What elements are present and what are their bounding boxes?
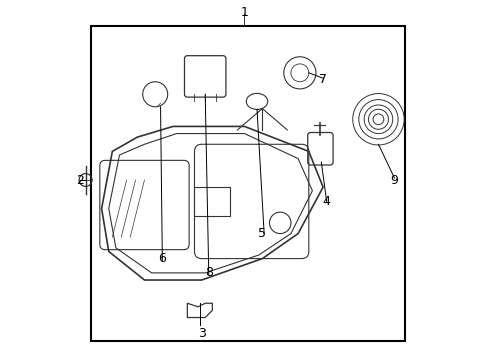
Bar: [91, 26, 405, 341]
Text: 5: 5: [258, 227, 266, 240]
Text: 2: 2: [76, 174, 84, 186]
Text: 6: 6: [158, 252, 166, 265]
Text: 4: 4: [322, 195, 330, 208]
Text: 1: 1: [240, 6, 248, 19]
Bar: [194, 187, 230, 216]
Text: 7: 7: [319, 73, 326, 86]
Text: 3: 3: [197, 327, 205, 340]
Text: 9: 9: [390, 174, 398, 186]
Text: 8: 8: [204, 266, 212, 279]
